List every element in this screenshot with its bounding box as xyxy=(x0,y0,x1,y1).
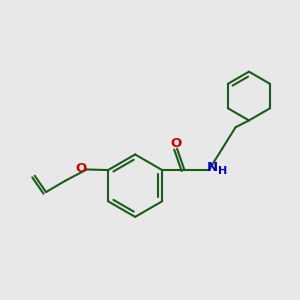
Text: N: N xyxy=(207,161,218,174)
Text: O: O xyxy=(171,137,182,150)
Text: H: H xyxy=(218,166,227,176)
Text: O: O xyxy=(76,162,87,176)
